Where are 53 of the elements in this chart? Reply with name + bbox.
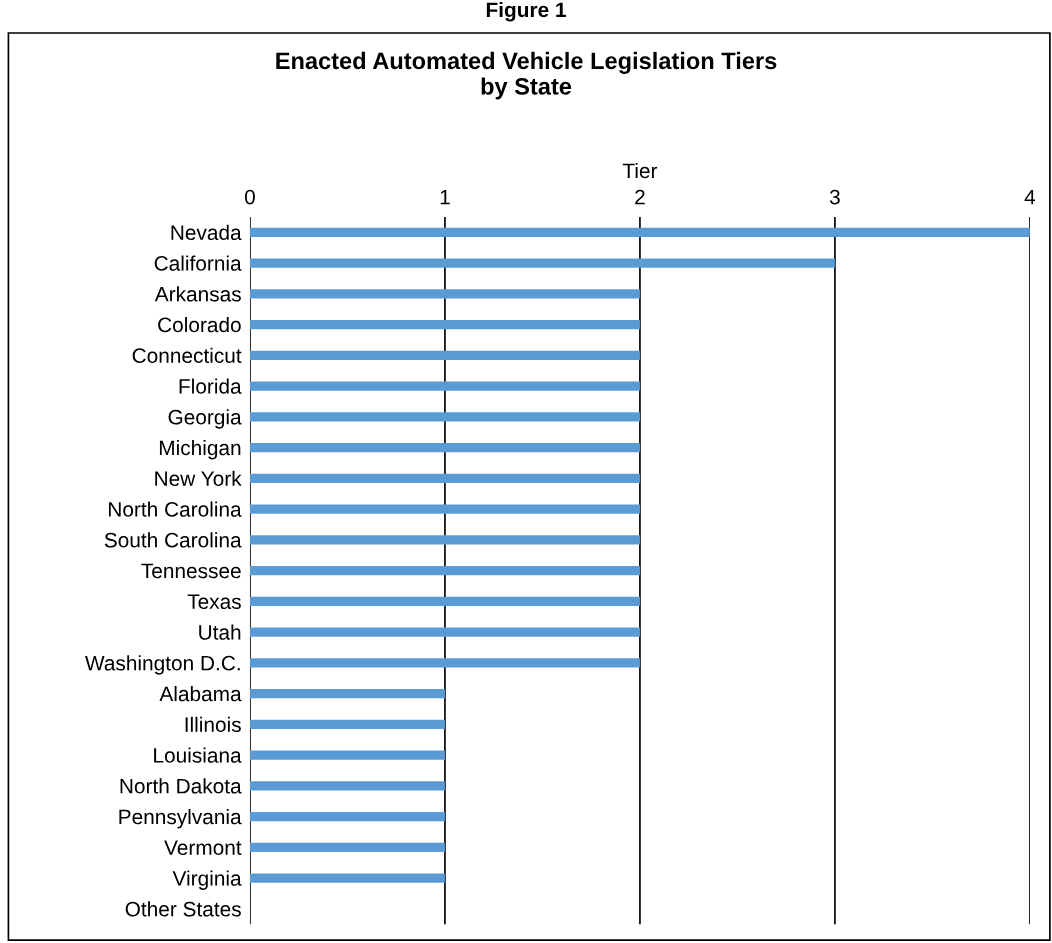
bar xyxy=(249,535,640,545)
y-tick-label: New York xyxy=(155,470,242,487)
y-tick-label: Vermont xyxy=(164,840,242,856)
bar xyxy=(249,658,640,668)
bar xyxy=(249,873,445,883)
y-tick-label: South Carolina xyxy=(104,532,242,548)
y-tick-label: Alabama xyxy=(159,685,242,702)
y-tick-label: Georgia xyxy=(168,409,242,429)
x-tick-label: 3 xyxy=(829,189,840,205)
x-tick-label: 1 xyxy=(440,189,450,205)
bar xyxy=(249,596,640,606)
y-tick-label: Connecticut xyxy=(132,347,242,364)
y-tick-label: California xyxy=(154,255,242,271)
chart-title: Enacted Automated Vehicle Legislation Tiers by State xyxy=(276,51,777,100)
y-tick-label: Michigan xyxy=(159,439,241,460)
x-tick-label: 4 xyxy=(1024,189,1036,205)
bar xyxy=(249,842,445,852)
x-axis-title: Tier xyxy=(622,162,658,179)
y-tick-label: Louisiana xyxy=(154,747,242,763)
bar xyxy=(249,412,640,422)
y-tick-label: Texas xyxy=(187,594,241,610)
y-tick-label: Colorado xyxy=(158,316,241,333)
y-tick-label: Washington D.C. xyxy=(85,655,240,675)
bar xyxy=(249,504,640,514)
bar xyxy=(249,319,640,330)
y-tick-label: Other States xyxy=(125,901,241,917)
y-tick-label: North Dakota xyxy=(120,778,242,794)
x-tick-label: 2 xyxy=(635,189,645,205)
bar xyxy=(249,473,640,483)
bar xyxy=(249,719,445,729)
bar xyxy=(249,565,640,576)
y-tick-label: Nevada xyxy=(171,224,242,241)
bar xyxy=(249,227,1030,237)
bar xyxy=(249,781,445,791)
y-tick-label: Arkansas xyxy=(154,286,241,302)
bar xyxy=(249,750,445,760)
bar xyxy=(249,627,640,637)
bar xyxy=(249,688,445,699)
bar xyxy=(249,350,640,360)
y-tick-label: Florida xyxy=(179,378,242,394)
bar xyxy=(249,381,640,391)
y-tick-label: Tennessee xyxy=(141,563,241,579)
y-tick-label: North Carolina xyxy=(109,501,242,517)
y-tick-label: Virginia xyxy=(172,870,242,890)
y-tick-label: Pennsylvania xyxy=(119,808,242,829)
bar xyxy=(249,811,445,822)
caption: Figure 1 xyxy=(486,1,566,22)
y-tick-label: Utah xyxy=(199,624,241,640)
bar xyxy=(249,442,640,453)
y-tick-label: Illinois xyxy=(185,716,241,733)
bar xyxy=(249,258,835,268)
bar xyxy=(249,289,640,299)
x-tick-label: 0 xyxy=(244,189,255,205)
